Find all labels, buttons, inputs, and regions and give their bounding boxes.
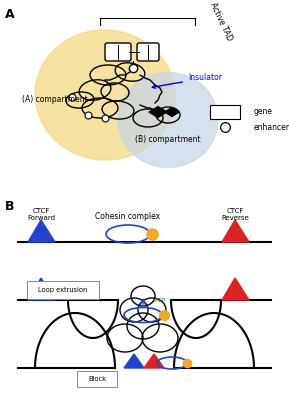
- Text: B: B: [5, 200, 14, 213]
- FancyBboxPatch shape: [27, 281, 99, 299]
- FancyBboxPatch shape: [77, 371, 117, 387]
- Polygon shape: [222, 220, 249, 242]
- Text: CTCF
Reverse: CTCF Reverse: [221, 208, 249, 221]
- FancyBboxPatch shape: [210, 105, 240, 119]
- Text: Active TAD: Active TAD: [208, 2, 234, 42]
- Polygon shape: [165, 108, 179, 116]
- Text: Loop extrusion: Loop extrusion: [38, 287, 88, 293]
- Ellipse shape: [118, 72, 218, 168]
- Polygon shape: [149, 107, 167, 118]
- Text: CTCF
Forward: CTCF Forward: [27, 208, 55, 221]
- Text: Cohesin complex: Cohesin complex: [95, 212, 161, 221]
- Text: enhancer: enhancer: [254, 122, 289, 132]
- Polygon shape: [144, 354, 164, 368]
- Text: (A) compartment: (A) compartment: [22, 96, 88, 104]
- Ellipse shape: [35, 30, 175, 160]
- Text: Block: Block: [88, 376, 106, 382]
- Polygon shape: [124, 354, 144, 368]
- Polygon shape: [222, 278, 249, 300]
- Text: (B) compartment: (B) compartment: [135, 136, 201, 144]
- Text: gene: gene: [254, 108, 273, 116]
- Text: A: A: [5, 8, 15, 21]
- Polygon shape: [28, 278, 55, 300]
- Polygon shape: [28, 220, 55, 242]
- Text: Insulator: Insulator: [152, 74, 222, 88]
- Text: ATP: ATP: [155, 298, 166, 302]
- FancyBboxPatch shape: [137, 43, 159, 61]
- FancyBboxPatch shape: [105, 43, 131, 61]
